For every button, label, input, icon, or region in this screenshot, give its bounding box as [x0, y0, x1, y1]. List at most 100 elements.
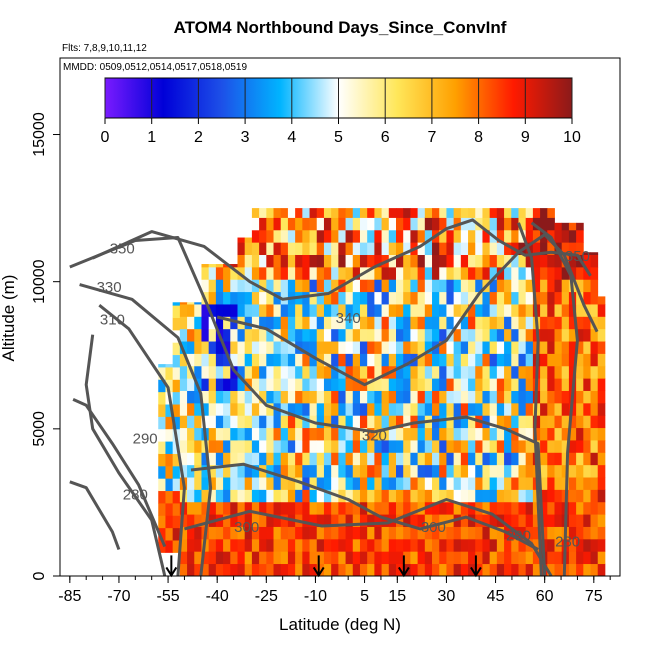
- heatmap-cell: [532, 563, 541, 577]
- heatmap-cell: [554, 526, 563, 540]
- heatmap-cell: [302, 526, 310, 540]
- heatmap-cell: [172, 416, 181, 430]
- heatmap-cell: [554, 353, 563, 367]
- heatmap-cell: [359, 551, 368, 565]
- heatmap-cell: [590, 563, 599, 577]
- heatmap-cell: [230, 526, 238, 540]
- heatmap-cell: [475, 279, 483, 293]
- heatmap-cell: [439, 538, 447, 552]
- flights-subtitle: Flts: 7,8,9,10,11,12: [62, 43, 147, 54]
- heatmap-cell: [302, 291, 310, 305]
- heatmap-cell: [251, 208, 260, 218]
- heatmap-cell: [439, 489, 447, 503]
- heatmap-cell: [194, 501, 202, 515]
- heatmap-cell: [410, 526, 419, 540]
- heatmap-cell: [432, 353, 440, 367]
- heatmap-cell: [230, 353, 238, 367]
- heatmap-cell: [424, 427, 433, 441]
- heatmap-cell: [388, 402, 397, 416]
- heatmap-cell: [576, 242, 584, 256]
- heatmap-cell: [561, 291, 570, 305]
- heatmap-cell: [316, 229, 325, 243]
- heatmap-cell: [251, 328, 260, 342]
- heatmap-cell: [540, 378, 548, 391]
- heatmap-cell: [338, 254, 346, 268]
- heatmap-cell: [208, 328, 217, 342]
- heatmap-cell: [165, 379, 174, 393]
- heatmap-cell: [280, 514, 289, 527]
- heatmap-cell: [367, 464, 375, 478]
- heatmap-cell: [410, 328, 419, 342]
- heatmap-cell: [280, 341, 289, 354]
- heatmap-cell: [388, 254, 397, 268]
- heatmap-cell: [482, 242, 491, 256]
- heatmap-cell: [504, 440, 512, 453]
- heatmap-cell: [554, 390, 563, 404]
- heatmap-cell: [179, 316, 188, 330]
- heatmap-cell: [489, 452, 498, 466]
- heatmap-cell: [381, 501, 390, 515]
- heatmap-cell: [446, 477, 455, 490]
- contour-label: 350: [565, 248, 590, 265]
- heatmap-cell: [576, 365, 584, 379]
- heatmap-cell: [446, 563, 455, 577]
- heatmap-cell: [352, 254, 361, 268]
- heatmap-cell: [208, 477, 217, 490]
- heatmap-cell: [251, 304, 260, 317]
- heatmap-cell: [316, 279, 325, 293]
- heatmap-cell: [179, 328, 188, 342]
- heatmap-cell: [439, 440, 447, 453]
- heatmap-cell: [244, 242, 253, 256]
- heatmap-cell: [266, 304, 274, 317]
- heatmap-cell: [338, 477, 346, 490]
- heatmap-cell: [403, 452, 411, 466]
- heatmap-cell: [489, 440, 498, 453]
- heatmap-cell: [468, 365, 476, 379]
- heatmap-cell: [576, 390, 584, 404]
- heatmap-cell: [453, 341, 462, 354]
- y-axis-label: Altitude (m): [0, 275, 18, 362]
- heatmap-cell: [345, 254, 354, 268]
- heatmap-cell: [323, 563, 332, 577]
- heatmap-cell: [460, 563, 469, 577]
- heatmap-cell: [482, 316, 491, 330]
- heatmap-cell: [583, 254, 591, 268]
- heatmap-cell: [568, 538, 577, 552]
- heatmap-cell: [568, 477, 577, 490]
- heatmap-cell: [201, 264, 210, 268]
- heatmap-cell: [215, 378, 224, 391]
- heatmap-cell: [597, 452, 606, 466]
- heatmap-cell: [576, 222, 584, 231]
- heatmap-cell: [367, 514, 375, 527]
- heatmap-cell: [424, 266, 433, 280]
- heatmap-cell: [280, 279, 289, 293]
- heatmap-cell: [417, 538, 426, 552]
- heatmap-cell: [323, 316, 332, 330]
- heatmap-cell: [172, 478, 181, 492]
- heatmap-cell: [208, 551, 217, 565]
- heatmap-cell: [403, 526, 411, 540]
- heatmap-cell: [496, 208, 505, 218]
- heatmap-cell: [223, 501, 231, 515]
- heatmap-cell: [388, 464, 397, 478]
- heatmap-cell: [259, 526, 267, 540]
- heatmap-cell: [259, 563, 267, 577]
- heatmap-cell: [230, 440, 238, 453]
- heatmap-cell: [259, 291, 267, 305]
- heatmap-cell: [532, 229, 541, 243]
- heatmap-cell: [525, 415, 534, 429]
- heatmap-cell: [417, 477, 426, 490]
- heatmap-cell: [489, 304, 498, 317]
- heatmap-cell: [223, 291, 231, 305]
- heatmap-cell: [504, 563, 512, 577]
- heatmap-cell: [525, 208, 534, 218]
- heatmap-cell: [561, 427, 570, 441]
- heatmap-cell: [381, 514, 390, 527]
- heatmap-cell: [266, 378, 274, 391]
- heatmap-cell: [388, 477, 397, 490]
- heatmap-cell: [244, 237, 253, 243]
- heatmap-cell: [496, 341, 505, 354]
- heatmap-cell: [345, 464, 354, 478]
- heatmap-cell: [194, 464, 202, 478]
- heatmap-cell: [201, 514, 210, 527]
